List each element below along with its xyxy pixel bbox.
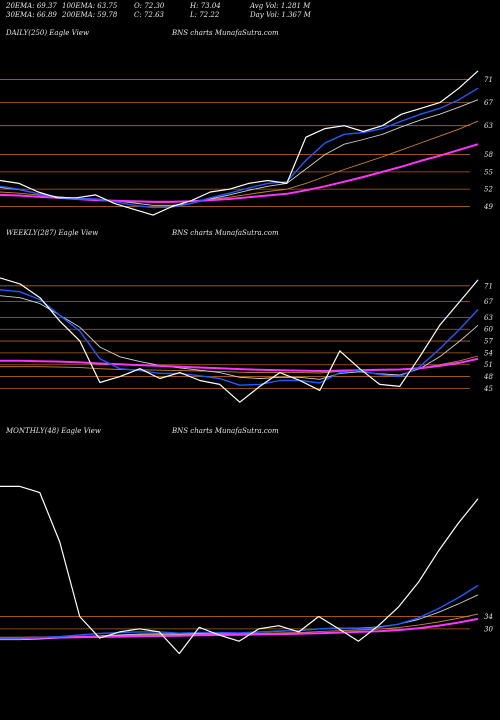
- monthly-ema200-line: [0, 617, 479, 640]
- weekly-tick-label: 45: [483, 385, 493, 393]
- weekly-ema20-line: [0, 289, 479, 386]
- weekly-tick-label: 71: [484, 282, 493, 290]
- stats-row-2: 30EMA: 66.89 200EMA: 59.78 C: 72.63 L: 7…: [6, 11, 330, 19]
- weekly-tick-label: 57: [484, 338, 493, 346]
- weekly-price-line: [0, 277, 479, 403]
- ema200-stat: 200EMA: 59.78: [62, 11, 118, 19]
- weekly-ema200-line: [0, 357, 479, 372]
- monthly-ema20-line: [0, 584, 479, 639]
- daily-ema20-line: [0, 87, 479, 209]
- daily-tick-label: 55: [484, 168, 493, 176]
- open-stat: O: 72.30: [134, 2, 165, 10]
- daily-price-line: [0, 70, 479, 216]
- weekly-tick-label: 67: [484, 298, 493, 306]
- weekly-tick-label: 48: [483, 373, 493, 381]
- daily-title: DAILY(250) Eagle View: [5, 29, 89, 37]
- weekly-tick-label: 60: [484, 326, 493, 334]
- weekly-tick-label: 51: [484, 361, 493, 369]
- avg-volume-stat: Avg Vol: 1.281 M: [250, 2, 311, 10]
- weekly-tick-label: 63: [484, 314, 493, 322]
- ema30-stat: 30EMA: 66.89: [6, 11, 57, 19]
- monthly-tick-label: 34: [484, 613, 493, 621]
- close-stat: C: 72.63: [134, 11, 164, 19]
- daily-ema200-line: [0, 143, 479, 203]
- weekly-chart: WEEKLY(287) Eagle View BNS charts MunafaS…: [0, 229, 493, 403]
- day-volume-stat: Day Vol: 1.367 M: [250, 11, 311, 19]
- weekly-tick-label: 54: [484, 349, 493, 357]
- monthly-title: MONTHLY(48) Eagle View: [5, 427, 101, 435]
- high-stat: H: 73.04: [190, 2, 221, 10]
- ema20-stat: 20EMA: 69.37: [6, 2, 57, 10]
- low-stat: L: 72.22: [190, 11, 220, 19]
- weekly-watermark: BNS charts MunafaSutra.com: [171, 229, 279, 237]
- daily-chart: DAILY(250) Eagle View BNS charts MunafaSu…: [0, 29, 493, 216]
- daily-tick-label: 71: [484, 76, 493, 84]
- daily-tick-label: 49: [483, 203, 493, 211]
- weekly-ema30-line: [0, 295, 479, 380]
- daily-watermark: BNS charts MunafaSutra.com: [171, 29, 279, 37]
- daily-tick-label: 52: [484, 186, 493, 194]
- daily-tick-label: 63: [484, 122, 493, 130]
- weekly-title: WEEKLY(287) Eagle View: [6, 229, 98, 237]
- monthly-price-line: [0, 485, 479, 655]
- stats-row-1: 20EMA: 69.37 100EMA: 63.75 O: 72.30 H: 7…: [6, 2, 330, 10]
- ema100-stat: 100EMA: 63.75: [62, 2, 118, 10]
- monthly-watermark: BNS charts MunafaSutra.com: [171, 427, 279, 435]
- monthly-tick-label: 30: [484, 625, 493, 633]
- monthly-chart: MONTHLY(48) Eagle View BNS charts MunafaS…: [0, 427, 493, 655]
- daily-tick-label: 58: [484, 151, 493, 159]
- daily-tick-label: 67: [484, 99, 493, 107]
